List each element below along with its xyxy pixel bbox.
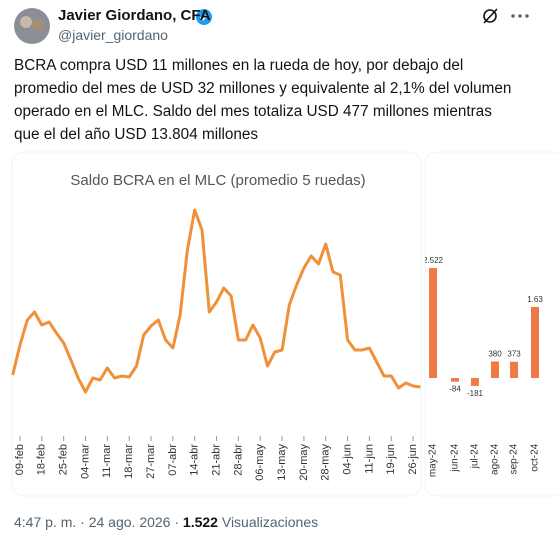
line bbox=[11, 208, 421, 394]
value-label: 2.522 bbox=[423, 256, 444, 265]
x-tick-label: jul-24 bbox=[470, 443, 481, 469]
x-tick-label: 25-feb bbox=[58, 444, 70, 475]
verified-badge bbox=[196, 9, 212, 25]
x-tick-label: 27-mar bbox=[145, 444, 157, 479]
tweet-text: BCRA compra USD 11 millones en la rueda … bbox=[14, 57, 464, 74]
x-tick-label: 28-may bbox=[320, 444, 332, 481]
x-tick-label: 09-feb bbox=[14, 444, 26, 475]
x-tick-label: sep-24 bbox=[509, 443, 520, 474]
tweet-text: que el del año USD 13.804 millones bbox=[14, 126, 259, 143]
avatar-detail bbox=[32, 19, 44, 31]
time[interactable]: 4:47 p. m. bbox=[14, 514, 77, 530]
bar bbox=[471, 378, 479, 386]
avatar[interactable] bbox=[14, 8, 50, 44]
bar-chart: 2.522 may-24 -84 jun-24 -181 jul-24 380 ago-24 3… bbox=[423, 256, 543, 477]
avatar-detail bbox=[20, 16, 32, 28]
views-label: Visualizaciones bbox=[221, 514, 319, 530]
separator: · bbox=[80, 514, 85, 530]
value-label: 373 bbox=[507, 350, 521, 359]
x-tick-label: 18-mar bbox=[123, 444, 135, 479]
view-count: 1.522 bbox=[182, 514, 218, 530]
x-tick-label: 28-abr bbox=[232, 444, 244, 476]
x-tick-label: 18-feb bbox=[36, 444, 48, 475]
x-tick-label: jun-24 bbox=[450, 443, 461, 472]
bar bbox=[531, 306, 539, 378]
bar bbox=[491, 361, 499, 378]
x-tick-label: may-24 bbox=[428, 443, 439, 477]
value-label: -84 bbox=[449, 385, 461, 394]
bar bbox=[451, 378, 459, 382]
x-tick-label: ago-24 bbox=[490, 443, 501, 475]
bar bbox=[510, 361, 518, 378]
x-tick-label: 21-abr bbox=[210, 444, 222, 476]
x-tick-label: 19-jun bbox=[385, 444, 397, 475]
x-tick-label: 11-mar bbox=[101, 444, 113, 478]
x-tick-label: 20-may bbox=[298, 444, 310, 481]
x-tick-label: 06-may bbox=[254, 444, 266, 481]
author-name[interactable]: Javier Giordano, CFA bbox=[58, 7, 211, 24]
tweet-footer: 4:47 p. m. · 24 ago. 2026 · 1.522 Visual… bbox=[14, 514, 318, 530]
line-chart-panel[interactable] bbox=[11, 151, 422, 497]
grok-icon[interactable] bbox=[483, 8, 498, 24]
x-tick-label: 04-mar bbox=[79, 444, 91, 479]
x-tick-label: 13-may bbox=[276, 444, 288, 481]
date[interactable]: 24 ago. 2026 bbox=[88, 514, 171, 530]
bar bbox=[429, 268, 437, 378]
author-handle[interactable]: @javier_giordano bbox=[58, 27, 168, 43]
x-tick-label: 26-jun bbox=[407, 444, 419, 475]
x-tick-label: 07-abr bbox=[167, 444, 179, 476]
value-label: 1.63 bbox=[527, 295, 543, 304]
x-tick-label: 14-abr bbox=[189, 444, 201, 476]
x-tick-label: 04-jun bbox=[341, 444, 353, 475]
x-tick-label: oct-24 bbox=[530, 443, 541, 471]
more-button[interactable] bbox=[511, 14, 529, 18]
tweet-text: promedio del mes de USD 32 millones y eq… bbox=[14, 80, 512, 97]
chart-title: Saldo BCRA en el MLC (promedio 5 ruedas) bbox=[70, 172, 365, 189]
x-tick-label: 11-jun bbox=[363, 444, 375, 474]
value-label: 380 bbox=[488, 349, 502, 358]
separator: · bbox=[174, 514, 180, 530]
tweet-text: operado en el MLC. Saldo del mes totaliz… bbox=[14, 103, 492, 120]
bar-chart-panel[interactable] bbox=[424, 151, 559, 497]
value-label: -181 bbox=[467, 389, 484, 398]
